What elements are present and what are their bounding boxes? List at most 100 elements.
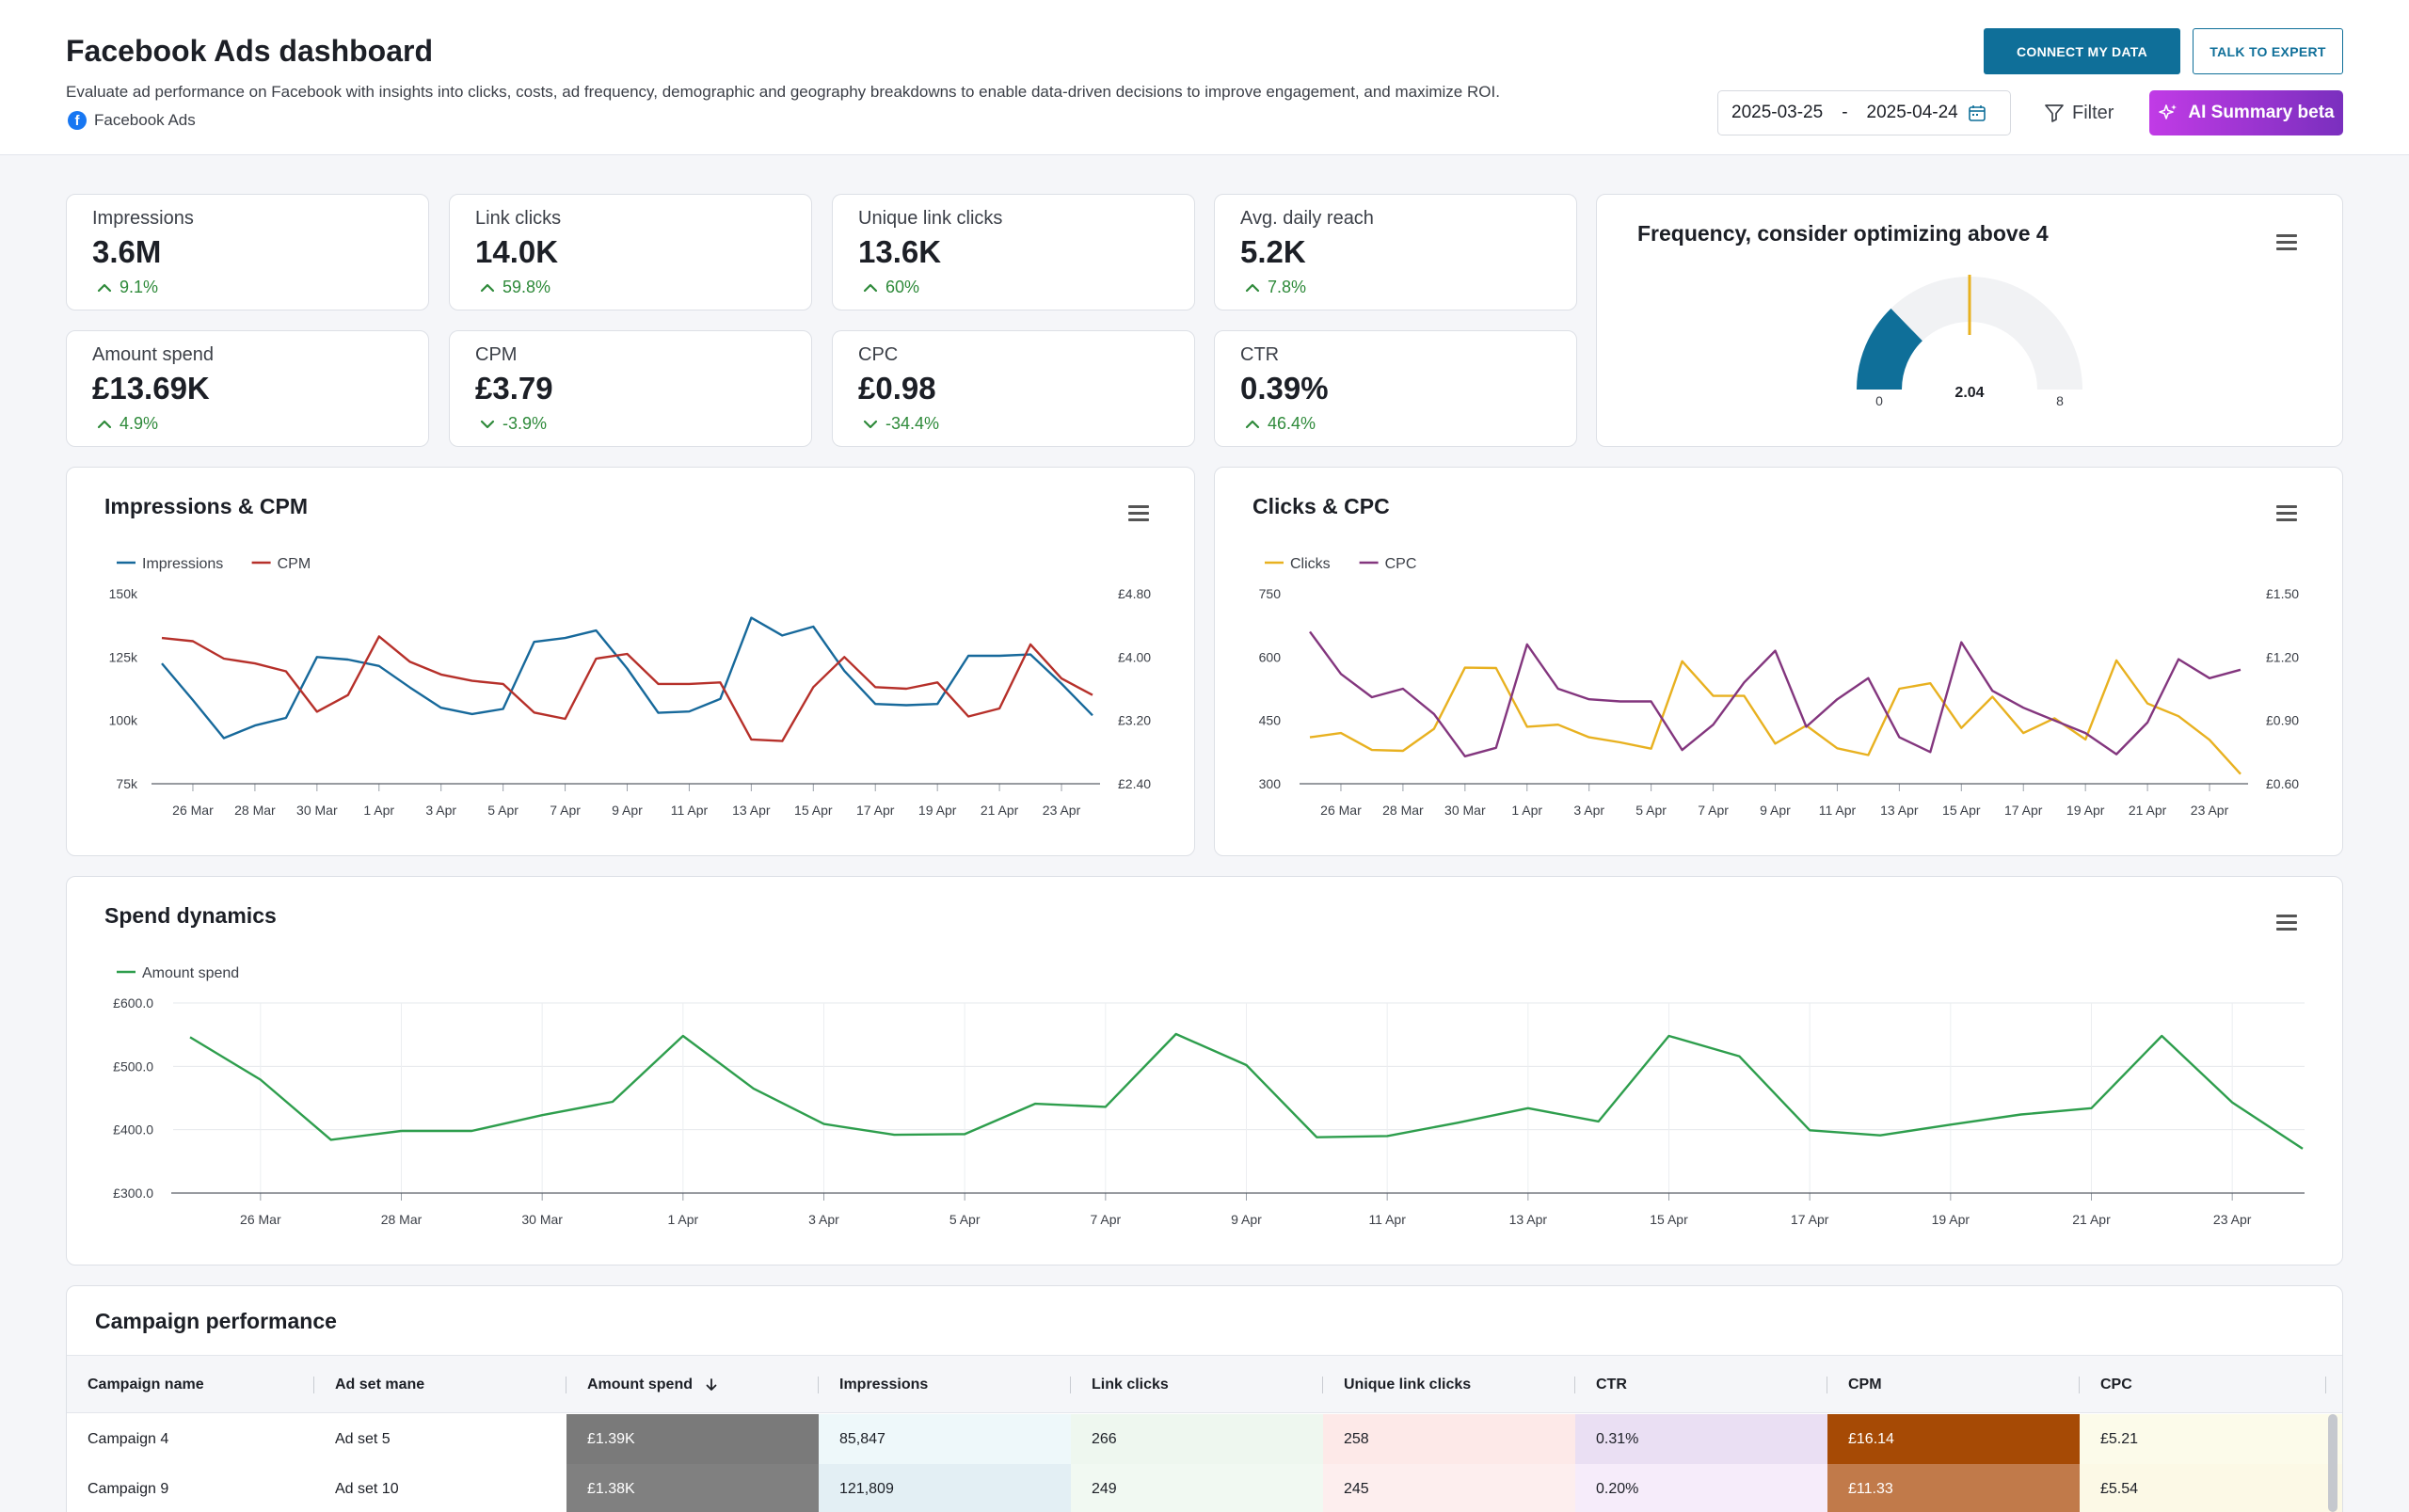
table-row[interactable]: Campaign 9 Ad set 10 £1.38K 121,809 249 245 0.…: [67, 1464, 2342, 1512]
kpi-label: CTR: [1240, 344, 1280, 365]
y-right-tick-label: £1.50: [2266, 586, 2299, 601]
y-tick-label: 75k: [116, 776, 138, 791]
x-tick-label: 15 Apr: [794, 803, 833, 818]
x-tick-label: 15 Apr: [1650, 1212, 1688, 1227]
x-tick-label: 19 Apr: [918, 803, 957, 818]
column-separator[interactable]: [1574, 1377, 1575, 1393]
spend-dynamics-chart: Amount spend £600.0 £500.0 £400.0 £300.0 26 M…: [113, 965, 2305, 1227]
gauge-max-label: 8: [2056, 393, 2064, 408]
kpi-label: Link clicks: [475, 208, 562, 229]
x-tick-label: 23 Apr: [1043, 803, 1081, 818]
kpi-card: Avg. daily reach 5.2K 7.8%: [1214, 194, 1577, 310]
arrow-up-icon: [97, 283, 112, 292]
legend-label: Amount spend: [142, 965, 239, 981]
menu-icon[interactable]: [1128, 505, 1149, 522]
date-start: 2025-03-25: [1731, 103, 1824, 122]
table-cell: 121,809: [819, 1464, 1071, 1512]
column-header[interactable]: Impressions: [839, 1356, 928, 1414]
kpi-label: CPC: [858, 344, 899, 365]
table-cell: Campaign 9: [67, 1464, 314, 1512]
column-separator[interactable]: [818, 1377, 819, 1393]
sparkle-icon: [2159, 104, 2178, 119]
column-header[interactable]: Amount spend: [587, 1356, 719, 1414]
column-header[interactable]: CPC: [2100, 1356, 2132, 1414]
kpi-delta-value: 4.9%: [120, 414, 159, 433]
kpi-value: £13.69K: [92, 371, 210, 406]
column-separator[interactable]: [1322, 1377, 1323, 1393]
spend-dynamics-card: Spend dynamics Amount spend £600.0 £500.0 £…: [66, 876, 2343, 1265]
column-header-label: CTR: [1596, 1377, 1627, 1393]
column-separator[interactable]: [2079, 1377, 2080, 1393]
legend-label: CPC: [1385, 556, 1417, 572]
x-tick-label: 21 Apr: [981, 803, 1019, 818]
kpi-value: 5.2K: [1240, 234, 1306, 269]
date-separator: -: [1842, 103, 1848, 122]
sort-descending-icon[interactable]: [704, 1377, 719, 1393]
kpi-value: 0.39%: [1240, 371, 1329, 406]
y-right-tick-label: £3.20: [1118, 713, 1151, 728]
arrow-up-icon: [480, 283, 495, 292]
x-tick-label: 13 Apr: [1509, 1212, 1548, 1227]
column-header[interactable]: CPM: [1848, 1356, 1882, 1414]
column-header[interactable]: CTR: [1596, 1356, 1627, 1414]
connect-my-data-button[interactable]: CONNECT MY DATA: [1984, 28, 2180, 74]
kpi-delta-value: 9.1%: [120, 278, 159, 296]
y-tick-label: 150k: [109, 586, 138, 601]
column-header[interactable]: Link clicks: [1092, 1356, 1169, 1414]
x-tick-label: 19 Apr: [1932, 1212, 1970, 1227]
data-source-label: Facebook Ads: [94, 111, 196, 129]
kpi-value: £0.98: [858, 371, 936, 406]
column-header[interactable]: Ad set mane: [335, 1356, 424, 1414]
filter-button[interactable]: Filter: [2044, 90, 2114, 135]
column-header[interactable]: Unique link clicks: [1344, 1356, 1471, 1414]
kpi-delta-value: 59.8%: [503, 278, 551, 296]
kpi-delta: 4.9%: [97, 414, 158, 434]
x-tick-label: 7 Apr: [550, 803, 581, 818]
chart-title: Clicks & CPC: [1252, 494, 1390, 518]
y-tick-label: £300.0: [113, 1186, 153, 1201]
talk-to-expert-button[interactable]: TALK TO EXPERT: [2193, 28, 2343, 74]
x-tick-label: 26 Mar: [1320, 803, 1362, 818]
table-cell: 249: [1071, 1464, 1323, 1512]
column-separator[interactable]: [2325, 1377, 2326, 1393]
kpi-delta-value: 7.8%: [1268, 278, 1307, 296]
x-tick-label: 11 Apr: [1368, 1212, 1406, 1227]
menu-icon[interactable]: [2276, 505, 2297, 522]
y-tick-label: 300: [1259, 776, 1282, 791]
kpi-label: Impressions: [92, 208, 194, 229]
x-tick-label: 17 Apr: [2004, 803, 2043, 818]
x-tick-label: 13 Apr: [1880, 803, 1919, 818]
menu-icon[interactable]: [2276, 234, 2297, 251]
column-separator[interactable]: [313, 1377, 314, 1393]
column-separator[interactable]: [1070, 1377, 1071, 1393]
table-scrollbar[interactable]: [2328, 1414, 2337, 1512]
kpi-value: £3.79: [475, 371, 553, 406]
series-line: [1309, 630, 2241, 757]
kpi-card: Unique link clicks 13.6K 60%: [832, 194, 1195, 310]
y-tick-label: 100k: [109, 713, 138, 728]
table-cell: 245: [1323, 1464, 1575, 1512]
calendar-icon[interactable]: [1968, 103, 1986, 122]
table-cell: £5.54: [2080, 1464, 2342, 1512]
ai-summary-button[interactable]: AI Summary beta: [2149, 90, 2343, 135]
y-right-tick-label: £1.20: [2266, 649, 2299, 664]
table-title: Campaign performance: [95, 1309, 337, 1333]
x-tick-label: 7 Apr: [1090, 1212, 1121, 1227]
kpi-delta: 7.8%: [1245, 278, 1306, 297]
menu-icon[interactable]: [2276, 915, 2297, 931]
y-right-tick-label: £4.00: [1118, 649, 1151, 664]
series-line: [161, 616, 1093, 740]
x-tick-label: 17 Apr: [856, 803, 895, 818]
campaign-performance-card: Campaign performance Campaign name Ad set…: [66, 1285, 2343, 1512]
x-tick-label: 3 Apr: [425, 803, 456, 818]
column-header[interactable]: Campaign name: [88, 1356, 204, 1414]
table-row[interactable]: Campaign 4 Ad set 5 £1.39K 85,847 266 258 0.31…: [67, 1414, 2342, 1464]
date-range-picker[interactable]: 2025-03-25 - 2025-04-24: [1717, 90, 2011, 135]
x-tick-label: 15 Apr: [1942, 803, 1981, 818]
date-end: 2025-04-24: [1866, 103, 1958, 122]
x-tick-label: 9 Apr: [1760, 803, 1791, 818]
y-tick-label: 750: [1259, 586, 1282, 601]
clicks-cpc-chart: Clicks CPC 750 600 450 300 £1.50 £1.20 £0.90 £0.6…: [1259, 556, 2300, 818]
kpi-label: Avg. daily reach: [1240, 208, 1374, 229]
filter-icon: [2045, 104, 2064, 122]
